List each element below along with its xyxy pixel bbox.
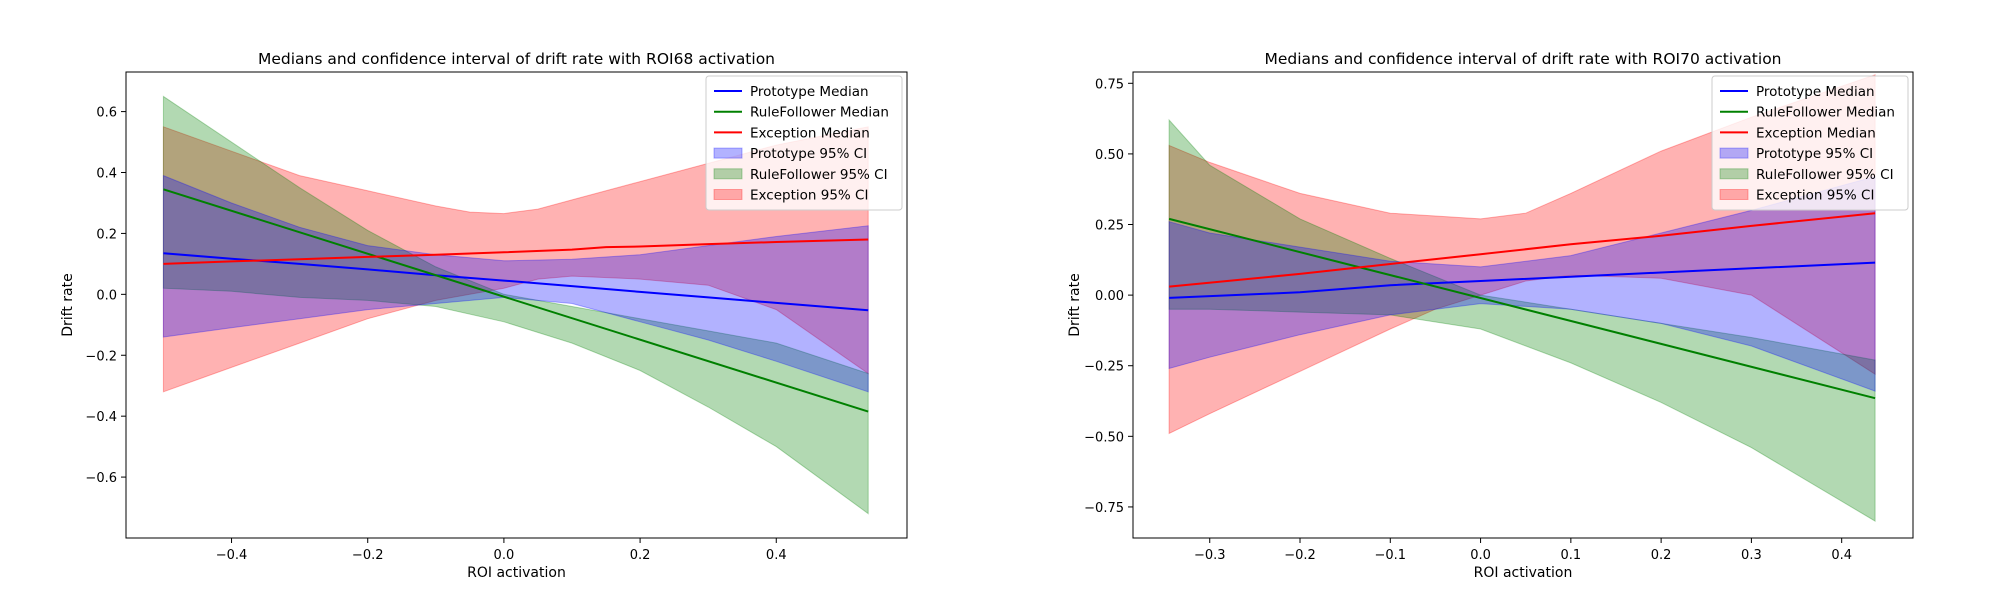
- y-tick-label: 0.0: [96, 288, 117, 303]
- chart-2: −0.3 −0.2 −0.1 0.0 0.1 0.2 0.3 0.4 −0.75 −0.50 −0.…: [1067, 50, 1914, 581]
- legend-label: RuleFollower Median: [1756, 105, 1895, 121]
- x-tick-label: −0.4: [216, 548, 248, 563]
- y-tick-label: 0.75: [1095, 77, 1124, 92]
- y-tick-label: 0.25: [1095, 219, 1124, 234]
- legend: Prototype Median RuleFollower Median Excep…: [705, 75, 903, 211]
- x-tick-label: 0.0: [1470, 548, 1491, 563]
- legend-box: [705, 75, 903, 211]
- legend-label: Prototype Median: [1756, 84, 1875, 100]
- legend-label: Prototype Median: [750, 84, 869, 100]
- x-tick-label: −0.1: [1375, 548, 1407, 563]
- chart-title: Medians and confidence interval of drift…: [1264, 50, 1781, 68]
- legend: Prototype Median RuleFollower Median Excep…: [1711, 75, 1909, 211]
- legend-swatch-patch: [713, 189, 743, 200]
- ci-band-prototype-95-ci: [162, 174, 869, 393]
- x-axis-label: ROI activation: [1474, 565, 1573, 581]
- legend-swatch-patch: [1719, 168, 1749, 180]
- legend-swatch-patch: [1719, 189, 1749, 200]
- y-tick-label: −0.6: [85, 471, 117, 486]
- legend-swatch-patch: [713, 147, 743, 159]
- legend-box: [1711, 75, 1909, 211]
- axes-frame: [125, 71, 908, 539]
- y-tick-label: −0.50: [1084, 430, 1124, 445]
- x-tick-label: 0.4: [1831, 548, 1852, 563]
- x-tick-label: 0.2: [630, 548, 651, 563]
- chart-1: −0.4 −0.2 0.0 0.2 0.4 −0.6 −0.4 −0.2 0.0 0.2 0.4 0.…: [60, 50, 908, 581]
- legend-label: RuleFollower 95% CI: [1756, 167, 1894, 183]
- y-axis-label: Drift rate: [1067, 273, 1083, 337]
- median-line-exception-median: [163, 238, 869, 265]
- legend-swatch-patch: [1719, 147, 1749, 159]
- chart-title: Medians and confidence interval of drift…: [258, 50, 775, 68]
- x-tick-label: 0.1: [1561, 548, 1582, 563]
- legend-label: Exception Median: [1756, 125, 1876, 141]
- median-line-prototype-median: [1169, 261, 1876, 299]
- legend-label: Exception Median: [750, 125, 870, 141]
- y-tick-label: −0.2: [85, 349, 117, 364]
- x-tick-label: 0.0: [494, 548, 515, 563]
- axes-frame: [1132, 71, 1914, 539]
- y-tick-label: −0.4: [85, 410, 117, 425]
- y-axis-label: Drift rate: [60, 273, 76, 337]
- ci-band-exception-95-ci: [162, 126, 869, 393]
- legend-label: Prototype 95% CI: [750, 146, 867, 162]
- x-tick-label: −0.2: [352, 548, 384, 563]
- x-tick-label: −0.3: [1194, 548, 1226, 563]
- y-tick-label: 0.00: [1095, 289, 1124, 304]
- legend-label: Exception 95% CI: [750, 188, 868, 204]
- x-axis-label: ROI activation: [467, 565, 566, 581]
- legend-label: Prototype 95% CI: [1756, 146, 1873, 162]
- y-tick-label: −0.25: [1084, 360, 1124, 375]
- ci-band-exception-95-ci: [1168, 74, 1876, 435]
- x-tick-label: 0.2: [1651, 548, 1672, 563]
- legend-label: RuleFollower Median: [750, 105, 889, 121]
- y-tick-label: 0.6: [96, 106, 117, 121]
- x-tick-label: −0.2: [1284, 548, 1316, 563]
- y-tick-label: −0.75: [1084, 501, 1124, 516]
- median-line-exception-median: [1169, 212, 1876, 288]
- ci-band-rulefollower-95-ci: [1168, 118, 1876, 522]
- median-line-prototype-median: [163, 252, 869, 312]
- y-tick-label: 0.4: [96, 167, 117, 182]
- median-line-rulefollower-median: [163, 188, 869, 413]
- x-tick-label: 0.3: [1741, 548, 1762, 563]
- x-tick-label: 0.4: [766, 548, 787, 563]
- legend-swatch-patch: [713, 168, 743, 180]
- ci-band-prototype-95-ci: [1168, 175, 1876, 392]
- y-tick-label: 0.50: [1095, 148, 1124, 163]
- legend-label: RuleFollower 95% CI: [750, 167, 888, 183]
- median-line-rulefollower-median: [1168, 217, 1876, 400]
- legend-label: Exception 95% CI: [1756, 188, 1874, 204]
- y-tick-label: 0.2: [96, 227, 117, 242]
